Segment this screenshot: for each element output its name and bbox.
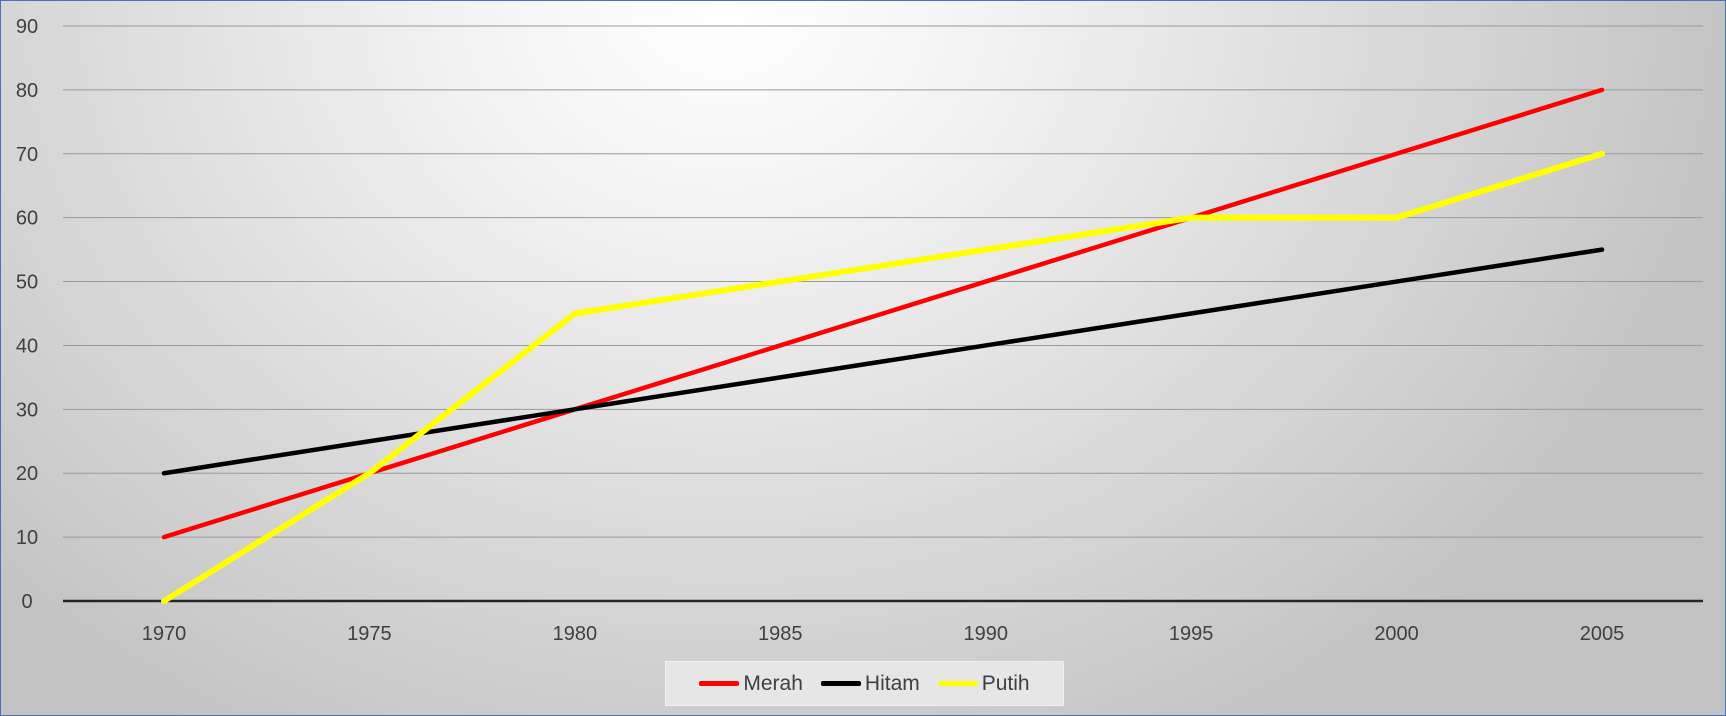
y-tick-label: 50 [16, 272, 38, 294]
x-tick-label: 1990 [963, 623, 1008, 645]
y-tick-label: 0 [21, 591, 32, 613]
series-line-putih [161, 150, 1605, 604]
legend-swatch-hitam [820, 681, 861, 686]
x-tick-label: 1980 [553, 623, 598, 645]
x-tick-label: 1995 [1169, 623, 1214, 645]
y-tick-label: 60 [16, 208, 38, 230]
x-tick-label: 1975 [347, 623, 392, 645]
y-tick-label: 80 [16, 80, 38, 102]
x-tick-label: 1985 [758, 623, 803, 645]
y-tick-label: 90 [16, 16, 38, 38]
x-tick-label: 2000 [1374, 623, 1419, 645]
y-tick-label: 30 [16, 399, 38, 421]
legend-swatch-merah [699, 681, 740, 686]
y-tick-label: 40 [16, 335, 38, 357]
legend: Merah Hitam Putih [665, 661, 1064, 706]
y-tick-label: 10 [16, 527, 38, 549]
x-tick-label: 2005 [1580, 623, 1625, 645]
series-line-merah [161, 87, 1605, 540]
legend-swatch-putih [937, 681, 978, 686]
y-tick-label: 70 [16, 144, 38, 166]
legend-label-merah: Merah [743, 671, 803, 695]
legend-label-putih: Putih [981, 671, 1030, 695]
legend-item-putih: Putih [937, 671, 1030, 696]
series-line-hitam [161, 247, 1605, 476]
legend-item-hitam: Hitam [820, 671, 920, 696]
y-tick-label: 20 [16, 463, 38, 485]
legend-item-merah: Merah [699, 672, 803, 696]
legend-label-hitam: Hitam [864, 671, 920, 695]
x-tick-label: 1970 [142, 623, 187, 645]
